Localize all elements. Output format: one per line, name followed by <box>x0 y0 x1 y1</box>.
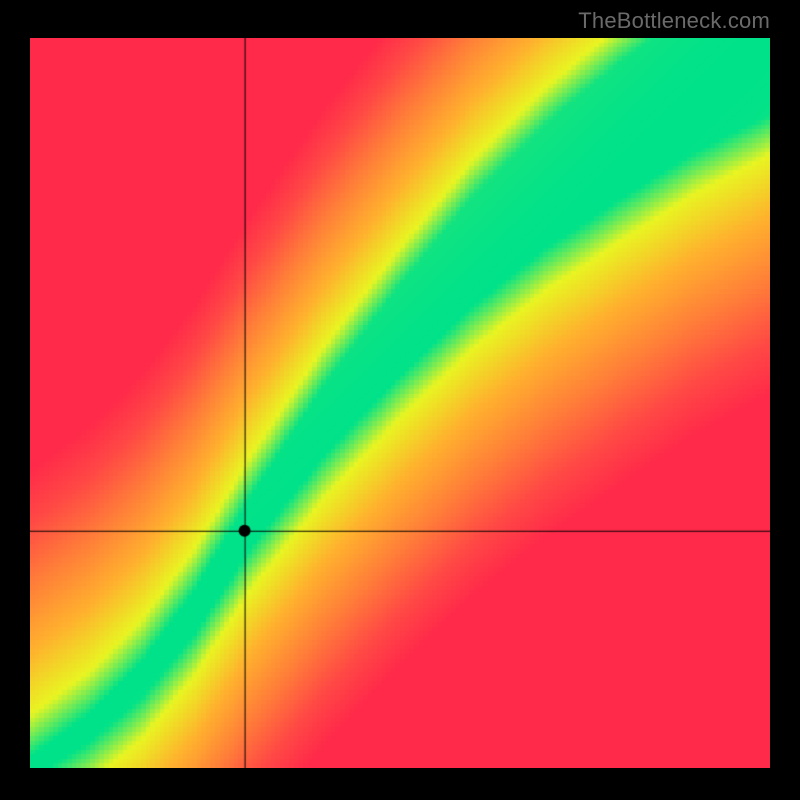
watermark-text: TheBottleneck.com <box>578 8 770 34</box>
heatmap-plot <box>30 38 770 768</box>
chart-container: TheBottleneck.com <box>0 0 800 800</box>
heatmap-canvas <box>30 38 770 768</box>
